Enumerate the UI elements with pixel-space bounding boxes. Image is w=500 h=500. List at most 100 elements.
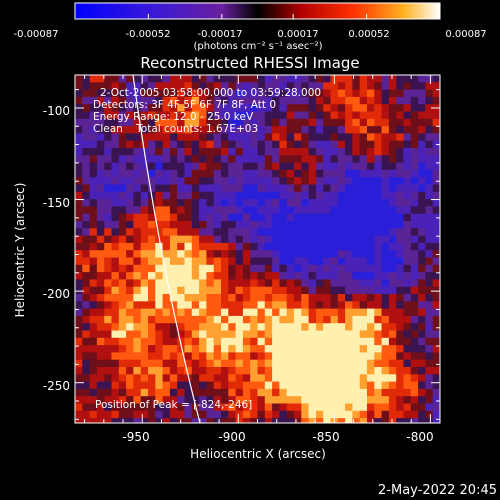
image-pixel — [206, 169, 215, 178]
image-pixel — [96, 264, 105, 273]
image-pixel — [184, 345, 193, 353]
image-pixel — [213, 111, 222, 120]
image-pixel — [111, 206, 120, 215]
image-pixel — [352, 82, 361, 90]
image-pixel — [352, 221, 361, 229]
image-pixel — [359, 235, 368, 244]
image-pixel — [169, 374, 178, 382]
image-pixel — [403, 191, 412, 200]
image-pixel — [213, 337, 222, 346]
image-pixel — [177, 250, 185, 258]
image-pixel — [279, 111, 288, 120]
image-pixel — [242, 89, 251, 98]
image-pixel — [330, 345, 339, 353]
image-pixel — [250, 374, 258, 382]
image-pixel — [242, 264, 251, 273]
image-pixel — [388, 381, 397, 390]
image-pixel — [126, 169, 134, 178]
image-pixel — [162, 301, 171, 309]
image-pixel — [140, 111, 149, 120]
image-pixel — [221, 250, 229, 258]
image-pixel — [104, 286, 112, 295]
image-pixel — [367, 213, 375, 222]
image-pixel — [381, 104, 390, 112]
image-pixel — [345, 337, 353, 346]
image-pixel — [140, 235, 149, 244]
image-pixel — [294, 257, 302, 266]
image-pixel — [82, 148, 90, 156]
image-pixel — [315, 301, 324, 309]
image-pixel — [199, 381, 207, 390]
image-pixel — [75, 228, 83, 236]
image-pixel — [403, 155, 412, 163]
image-pixel — [374, 126, 382, 134]
image-pixel — [242, 82, 251, 90]
image-pixel — [82, 118, 90, 127]
image-pixel — [133, 388, 142, 397]
image-pixel — [264, 367, 273, 375]
image-pixel — [169, 184, 178, 193]
image-pixel — [133, 345, 142, 353]
image-pixel — [367, 264, 375, 273]
image-pixel — [308, 177, 317, 185]
image-pixel — [162, 396, 171, 404]
image-pixel — [257, 169, 266, 178]
image-pixel — [126, 89, 134, 98]
image-pixel — [235, 221, 244, 229]
image-pixel — [294, 111, 302, 120]
image-pixel — [96, 82, 105, 90]
image-pixel — [177, 177, 185, 185]
image-pixel — [242, 111, 251, 120]
image-pixel — [235, 367, 244, 375]
image-pixel — [396, 242, 404, 251]
image-pixel — [264, 140, 273, 149]
image-pixel — [432, 118, 440, 127]
image-pixel — [126, 191, 134, 200]
image-pixel — [228, 118, 236, 127]
image-pixel — [294, 294, 302, 302]
image-pixel — [228, 133, 236, 142]
image-pixel — [374, 133, 382, 142]
image-pixel — [235, 140, 244, 149]
image-pixel — [250, 294, 258, 302]
image-pixel — [388, 396, 397, 404]
image-pixel — [410, 126, 419, 134]
image-pixel — [118, 323, 127, 331]
image-pixel — [184, 352, 193, 361]
image-pixel — [242, 148, 251, 156]
image-pixel — [104, 104, 112, 112]
image-pixel — [199, 315, 207, 324]
image-pixel — [133, 337, 142, 346]
image-pixel — [359, 418, 368, 423]
image-pixel — [213, 206, 222, 215]
image-pixel — [396, 96, 404, 105]
image-pixel — [126, 155, 134, 163]
image-pixel — [250, 111, 258, 120]
image-pixel — [75, 352, 83, 361]
image-pixel — [388, 89, 397, 98]
image-pixel — [410, 352, 419, 361]
image-pixel — [89, 301, 98, 309]
image-pixel — [323, 279, 331, 288]
image-pixel — [242, 199, 251, 207]
image-pixel — [177, 330, 185, 339]
image-pixel — [199, 330, 207, 339]
image-pixel — [111, 199, 120, 207]
peak-position: Position of Peak = [-824,-246] — [95, 399, 252, 411]
image-pixel — [96, 250, 105, 258]
image-pixel — [410, 359, 419, 368]
image-pixel — [425, 352, 434, 361]
image-pixel — [374, 111, 382, 120]
image-pixel — [104, 330, 112, 339]
image-pixel — [169, 96, 178, 105]
image-pixel — [89, 111, 98, 120]
image-pixel — [337, 206, 346, 215]
image-pixel — [337, 330, 346, 339]
image-pixel — [177, 352, 185, 361]
image-pixel — [337, 148, 346, 156]
image-pixel — [96, 177, 105, 185]
image-pixel — [228, 337, 236, 346]
image-pixel — [133, 75, 142, 83]
image-pixel — [272, 213, 280, 222]
image-pixel — [359, 162, 368, 171]
